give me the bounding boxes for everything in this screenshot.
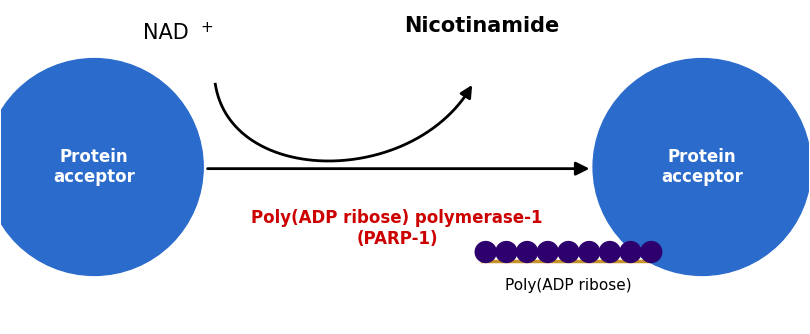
Text: Poly(ADP ribose) polymerase-1
(PARP-1): Poly(ADP ribose) polymerase-1 (PARP-1): [251, 209, 543, 248]
Ellipse shape: [496, 241, 517, 263]
Ellipse shape: [0, 58, 203, 276]
Ellipse shape: [599, 241, 620, 263]
Ellipse shape: [537, 241, 558, 263]
Text: NAD: NAD: [143, 23, 189, 43]
Ellipse shape: [593, 58, 810, 276]
Text: Nicotinamide: Nicotinamide: [404, 16, 560, 36]
Ellipse shape: [578, 241, 599, 263]
Ellipse shape: [558, 241, 579, 263]
Ellipse shape: [475, 241, 497, 263]
Text: +: +: [201, 19, 214, 34]
Text: Poly(ADP ribose): Poly(ADP ribose): [505, 278, 632, 293]
Text: Protein
acceptor: Protein acceptor: [661, 148, 743, 186]
Ellipse shape: [517, 241, 538, 263]
Ellipse shape: [641, 241, 662, 263]
Text: Protein
acceptor: Protein acceptor: [53, 148, 135, 186]
Ellipse shape: [620, 241, 641, 263]
